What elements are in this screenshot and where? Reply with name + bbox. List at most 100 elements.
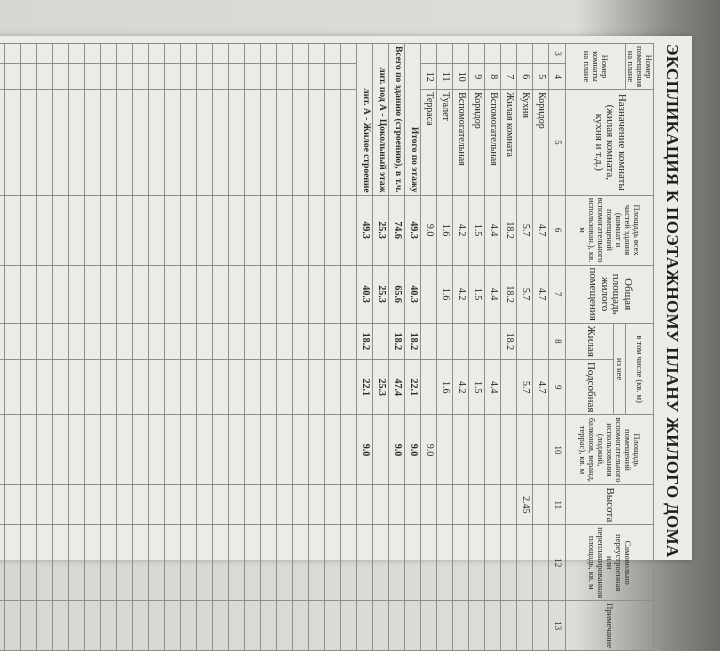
empty-cell — [148, 63, 165, 90]
empty-cell — [196, 43, 213, 64]
empty-cell — [324, 600, 341, 651]
empty-cell — [164, 63, 181, 90]
empty-cell — [308, 63, 325, 90]
table-cell: 5.7 — [516, 359, 533, 415]
totals-cell — [372, 484, 389, 525]
table-cell — [436, 43, 453, 64]
table-row: 9 Коридор 1.5 1.5 1.5 — [468, 43, 485, 651]
empty-cell — [260, 265, 277, 324]
empty-cell — [276, 414, 293, 485]
totals-cell — [404, 600, 421, 651]
empty-cell — [228, 265, 245, 324]
empty-cell — [116, 600, 133, 651]
empty-cell — [212, 43, 229, 64]
empty-cell — [276, 89, 293, 196]
empty-cell — [100, 524, 117, 601]
header-of-which: из нее — [613, 323, 626, 415]
explication-table: Номер помещения на плане Назначение комн… — [0, 43, 654, 651]
empty-row — [132, 43, 149, 651]
empty-cell — [340, 359, 357, 415]
empty-cell — [340, 43, 357, 64]
table-row: 8 Вспомогательная 4.4 4.4 4.4 — [484, 43, 501, 651]
table-cell — [500, 414, 517, 485]
totals-cell: 22.1 — [356, 359, 373, 415]
table-cell — [436, 414, 453, 485]
table-cell: 1.6 — [436, 359, 453, 415]
empty-cell — [132, 43, 149, 64]
table-cell: 9.0 — [420, 414, 437, 485]
empty-cell — [276, 195, 293, 266]
empty-row — [116, 43, 133, 651]
empty-cell — [212, 359, 229, 415]
table-cell: 11 — [436, 63, 453, 90]
empty-cell — [164, 600, 181, 651]
table-cell — [500, 484, 517, 525]
table-cell — [452, 323, 469, 360]
empty-cell — [52, 43, 69, 64]
table-cell — [436, 524, 453, 601]
empty-cell — [132, 359, 149, 415]
empty-cell — [244, 89, 261, 196]
empty-cell — [84, 359, 101, 415]
empty-cell — [20, 89, 37, 196]
empty-cell — [292, 484, 309, 525]
empty-cell — [308, 484, 325, 525]
empty-cell — [84, 89, 101, 196]
totals-cell: 18.2 — [404, 323, 421, 360]
table-cell — [532, 524, 549, 601]
empty-cell — [52, 195, 69, 266]
column-number: 4 — [548, 63, 566, 90]
empty-cell — [244, 414, 261, 485]
empty-cell — [244, 63, 261, 90]
empty-cell — [196, 89, 213, 196]
empty-cell — [244, 43, 261, 64]
empty-cell — [100, 89, 117, 196]
empty-cell — [36, 195, 53, 266]
empty-row — [244, 43, 261, 651]
empty-row — [4, 43, 21, 651]
empty-cell — [4, 265, 21, 324]
empty-row — [52, 43, 69, 651]
empty-cell — [340, 89, 357, 196]
empty-cell — [292, 63, 309, 90]
empty-cell — [100, 600, 117, 651]
column-number: 8 — [548, 323, 566, 360]
header-living: Жилая — [565, 323, 614, 360]
empty-cell — [4, 414, 21, 485]
empty-cell — [260, 359, 277, 415]
empty-cell — [36, 600, 53, 651]
totals-cell — [372, 524, 389, 601]
empty-cell — [148, 43, 165, 64]
table-cell — [532, 323, 549, 360]
empty-cell — [324, 414, 341, 485]
empty-cell — [228, 484, 245, 525]
table-cell — [516, 414, 533, 485]
empty-cell — [148, 600, 165, 651]
empty-cell — [20, 524, 37, 601]
table-cell: 4.4 — [484, 359, 501, 415]
empty-cell — [20, 195, 37, 266]
totals-cell — [388, 600, 405, 651]
table-cell — [420, 43, 437, 64]
empty-cell — [196, 265, 213, 324]
empty-cell — [180, 265, 197, 324]
empty-cell — [260, 89, 277, 196]
empty-cell — [132, 63, 149, 90]
empty-cell — [148, 265, 165, 324]
table-cell — [484, 414, 501, 485]
empty-cell — [116, 524, 133, 601]
empty-cell — [180, 63, 197, 90]
empty-cell — [4, 43, 21, 64]
empty-cell — [84, 414, 101, 485]
empty-cell — [276, 359, 293, 415]
empty-cell — [260, 600, 277, 651]
table-cell: 9 — [468, 63, 485, 90]
totals-cell — [372, 600, 389, 651]
empty-cell — [180, 524, 197, 601]
empty-cell — [276, 600, 293, 651]
empty-cell — [148, 524, 165, 601]
room-purpose-cell: Коридор — [468, 89, 485, 196]
empty-cell — [52, 89, 69, 196]
empty-cell — [164, 265, 181, 324]
table-cell: 18.2 — [500, 323, 517, 360]
